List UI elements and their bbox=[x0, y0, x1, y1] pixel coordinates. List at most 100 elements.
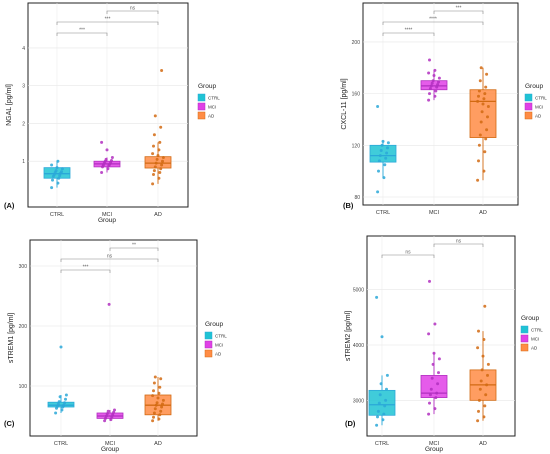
data-point bbox=[434, 89, 438, 93]
data-point bbox=[106, 409, 110, 413]
box-ctrl bbox=[368, 295, 396, 427]
data-point bbox=[161, 155, 165, 159]
data-point bbox=[152, 133, 156, 137]
data-point bbox=[476, 346, 480, 350]
data-point bbox=[57, 400, 61, 404]
data-point bbox=[100, 140, 104, 144]
data-point bbox=[479, 66, 483, 70]
significance-bracket: **** bbox=[382, 17, 484, 25]
data-point bbox=[427, 98, 431, 102]
x-axis-title: Group bbox=[98, 217, 116, 224]
data-point bbox=[428, 279, 431, 283]
data-point bbox=[481, 102, 485, 106]
data-point bbox=[485, 128, 489, 132]
data-point bbox=[479, 120, 483, 124]
legend-label-ctrl: CTRL bbox=[215, 334, 227, 339]
box-iqr bbox=[369, 144, 397, 163]
data-point bbox=[161, 398, 165, 402]
data-point bbox=[153, 114, 157, 118]
data-point bbox=[376, 415, 379, 419]
box-iqr bbox=[368, 389, 396, 416]
data-point bbox=[484, 85, 488, 89]
data-point bbox=[54, 169, 58, 173]
data-point bbox=[158, 413, 162, 417]
data-point bbox=[436, 83, 440, 87]
data-point bbox=[385, 373, 389, 377]
data-point bbox=[433, 407, 437, 411]
data-point bbox=[477, 89, 481, 93]
data-point bbox=[430, 81, 434, 85]
data-point bbox=[58, 174, 62, 178]
data-point bbox=[59, 345, 63, 349]
data-point bbox=[433, 94, 437, 98]
bracket-label: ns bbox=[130, 6, 136, 12]
bracket-line bbox=[382, 21, 484, 25]
y-tick-label: 100 bbox=[19, 384, 28, 390]
bracket-line bbox=[433, 243, 484, 247]
data-point bbox=[110, 415, 114, 419]
legend-title: Group bbox=[198, 83, 216, 90]
x-tick-label: AD bbox=[479, 441, 487, 447]
data-point bbox=[385, 151, 389, 155]
data-point bbox=[430, 376, 434, 380]
bracket-line bbox=[433, 10, 484, 14]
data-point bbox=[479, 379, 483, 383]
significance-bracket: *** bbox=[60, 265, 111, 273]
legend-swatch-ad bbox=[204, 349, 213, 358]
y-tick-label: 4 bbox=[22, 46, 25, 52]
bracket-label: ns bbox=[405, 250, 411, 256]
legend-label-ctrl: CTRL bbox=[531, 328, 543, 333]
data-point bbox=[151, 152, 155, 156]
y-tick-label: 120 bbox=[352, 143, 361, 149]
data-point bbox=[480, 368, 484, 372]
data-point bbox=[63, 401, 67, 405]
data-point bbox=[380, 335, 384, 339]
data-point bbox=[432, 74, 436, 78]
x-tick-label: MCI bbox=[429, 210, 440, 216]
box-iqr bbox=[420, 375, 448, 398]
data-point bbox=[64, 393, 68, 397]
data-point bbox=[484, 137, 488, 141]
box-ctrl bbox=[369, 105, 397, 194]
data-point bbox=[159, 409, 163, 413]
data-point bbox=[428, 401, 431, 405]
data-point bbox=[157, 176, 161, 180]
data-point bbox=[153, 165, 157, 169]
panel-label: (D) bbox=[345, 419, 356, 428]
legend-swatch-mci bbox=[204, 340, 213, 349]
data-point bbox=[156, 396, 160, 400]
data-point bbox=[476, 419, 480, 423]
data-point bbox=[385, 387, 388, 391]
data-point bbox=[384, 398, 388, 402]
bracket-line bbox=[381, 254, 435, 258]
legend-swatch-ctrl bbox=[520, 325, 529, 334]
legend-label-ctrl: CTRL bbox=[535, 96, 547, 101]
legend-label-mci: MCI bbox=[215, 343, 223, 348]
data-point bbox=[159, 377, 163, 381]
data-point bbox=[154, 161, 158, 165]
data-point bbox=[154, 403, 158, 407]
data-point bbox=[64, 397, 67, 401]
y-tick-label: 3000 bbox=[353, 398, 364, 404]
data-point bbox=[55, 166, 59, 170]
data-point bbox=[104, 157, 108, 161]
bracket-line bbox=[106, 10, 159, 14]
data-point bbox=[477, 398, 481, 402]
data-point bbox=[160, 405, 164, 409]
legend-swatch-ad bbox=[524, 111, 533, 120]
data-point bbox=[161, 402, 164, 406]
legend: Group CTRL MCI AD bbox=[197, 83, 220, 120]
data-point bbox=[481, 354, 485, 358]
box-ctrl bbox=[47, 345, 75, 415]
data-point bbox=[159, 125, 163, 129]
y-axis-title: sTREM2 [pg/ml] bbox=[345, 311, 352, 361]
data-point bbox=[104, 414, 108, 418]
y-tick-label: 1 bbox=[22, 159, 25, 165]
data-point bbox=[437, 357, 441, 361]
data-point bbox=[478, 387, 482, 391]
data-point bbox=[158, 385, 162, 389]
data-point bbox=[109, 418, 113, 422]
data-point bbox=[477, 159, 480, 163]
data-point bbox=[51, 178, 54, 182]
